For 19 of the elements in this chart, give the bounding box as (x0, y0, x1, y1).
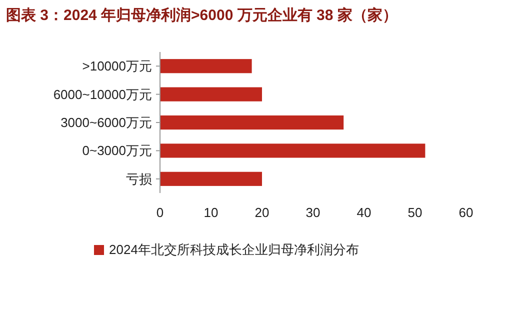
x-tick-label: 60 (458, 205, 474, 220)
bar (160, 172, 262, 186)
y-tick-label: 3000~6000万元 (60, 115, 152, 130)
y-tick-label: 0~3000万元 (82, 143, 152, 158)
bar (160, 144, 426, 158)
y-tick-label: >10000万元 (82, 58, 152, 74)
x-tick-label: 20 (254, 205, 270, 220)
x-tick-label: 40 (356, 205, 372, 220)
x-tick-label: 30 (306, 205, 320, 220)
bar (160, 87, 262, 102)
bar (160, 115, 344, 130)
chart-title: 图表 3：2024 年归母净利润>6000 万元企业有 38 家（家） (6, 6, 398, 24)
x-tick-label: 10 (204, 205, 218, 220)
legend-label: 2024年北交所科技成长企业归母净利润分布 (109, 242, 359, 257)
x-tick-label: 0 (156, 205, 164, 220)
y-tick-label: 6000~10000万元 (53, 86, 152, 102)
y-tick-label: 亏损 (126, 171, 152, 186)
bar (160, 59, 252, 74)
x-tick-label: 50 (408, 205, 422, 220)
